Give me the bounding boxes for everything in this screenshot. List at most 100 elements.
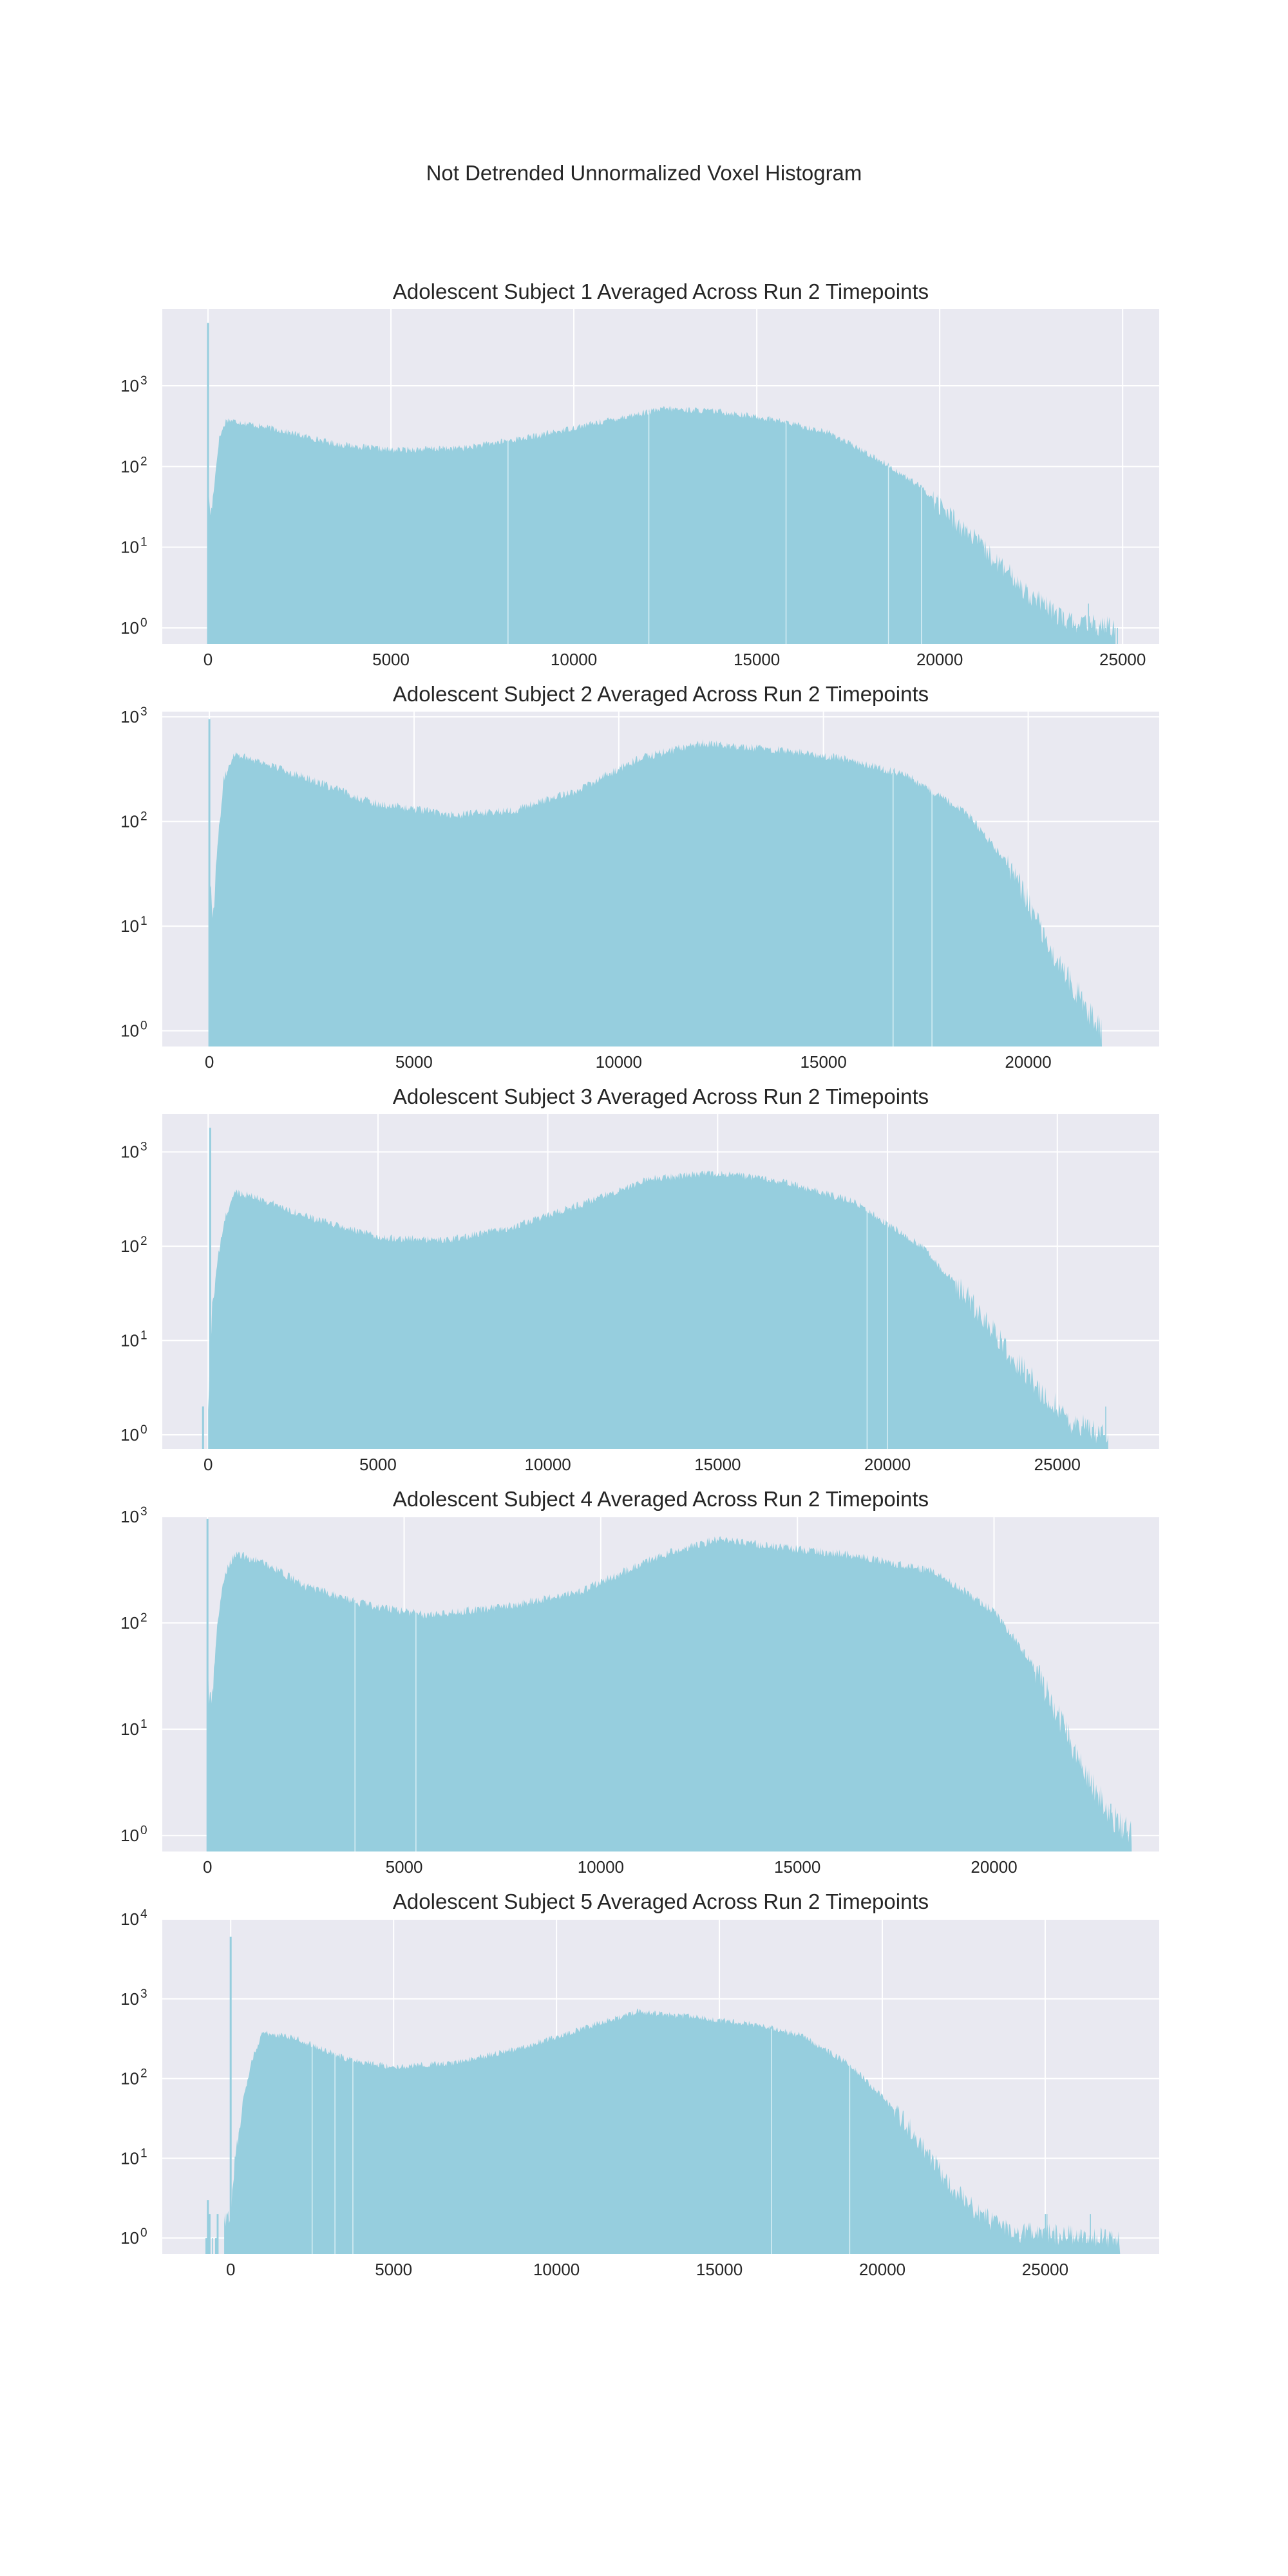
x-tick-label: 5000 bbox=[372, 650, 410, 669]
y-tick-exponent: 2 bbox=[140, 1611, 147, 1625]
histogram-bar bbox=[1063, 1030, 1065, 1046]
histogram-bar bbox=[1081, 1435, 1083, 1449]
histogram-tail-bars bbox=[205, 2214, 219, 2254]
y-tick-exponent: 1 bbox=[140, 1329, 147, 1343]
histogram-bar bbox=[216, 2214, 218, 2254]
x-tick-label: 10000 bbox=[596, 1052, 642, 1072]
y-tick-base: 10 bbox=[120, 2069, 139, 2088]
y-tick-exponent: 3 bbox=[140, 1141, 147, 1154]
y-tick-exponent: 4 bbox=[140, 1908, 147, 1921]
y-tick-label: 10 0 bbox=[120, 1019, 147, 1041]
histogram-bar bbox=[958, 2238, 959, 2254]
y-tick-base: 10 bbox=[120, 1909, 139, 1929]
y-tick-label: 10 0 bbox=[120, 1824, 147, 1845]
histogram-bar bbox=[1113, 627, 1114, 644]
x-tick-label: 5000 bbox=[359, 1455, 397, 1474]
histogram-bar bbox=[1046, 2214, 1048, 2254]
histogram-bar bbox=[1086, 1030, 1087, 1046]
y-tick-label: 10 2 bbox=[120, 2067, 147, 2088]
histogram-bar bbox=[1117, 627, 1118, 644]
y-tick-label: 10 3 bbox=[120, 705, 147, 726]
histogram-bar bbox=[1105, 1406, 1106, 1449]
y-tick-label: 10 2 bbox=[120, 455, 147, 476]
histogram-tail-bars bbox=[1034, 603, 1118, 644]
y-tick-base: 10 bbox=[120, 1989, 139, 2009]
y-tick-label: 10 0 bbox=[120, 1423, 147, 1444]
x-tick-label: 10000 bbox=[551, 650, 597, 669]
x-tick-label: 20000 bbox=[916, 650, 963, 669]
y-tick-base: 10 bbox=[120, 1425, 139, 1444]
y-tick-exponent: 1 bbox=[140, 536, 147, 549]
y-tick-label: 10 0 bbox=[120, 616, 147, 638]
histogram-bar bbox=[1060, 2238, 1061, 2254]
y-tick-exponent: 0 bbox=[140, 1423, 147, 1437]
histogram-bar bbox=[1082, 627, 1084, 644]
histogram-bar bbox=[1104, 627, 1106, 644]
y-tick-label: 10 2 bbox=[120, 1611, 147, 1633]
y-tick-exponent: 2 bbox=[140, 1235, 147, 1248]
histogram-bar bbox=[1034, 627, 1036, 644]
y-tick-label: 10 1 bbox=[120, 2146, 147, 2168]
y-tick-base: 10 bbox=[120, 916, 139, 936]
x-tick-label: 25000 bbox=[1099, 650, 1146, 669]
subplot-1: Adolescent Subject 1 Averaged Across Run… bbox=[120, 279, 1159, 669]
y-tick-base: 10 bbox=[120, 457, 139, 476]
histogram-bar bbox=[1081, 2238, 1083, 2254]
histogram-bar bbox=[1050, 1435, 1052, 1449]
histogram-spike bbox=[229, 1937, 232, 2254]
x-tick-label: 5000 bbox=[375, 2260, 412, 2279]
x-tick-label: 20000 bbox=[1005, 1052, 1051, 1072]
y-tick-base: 10 bbox=[120, 1142, 139, 1162]
histogram-bar bbox=[1091, 627, 1092, 644]
histogram-bar bbox=[212, 2238, 213, 2254]
histogram-bar bbox=[1076, 1030, 1077, 1046]
histogram-spike bbox=[207, 323, 209, 644]
histogram-bar bbox=[1090, 2214, 1091, 2254]
y-tick-label: 10 0 bbox=[120, 2226, 147, 2248]
subplot-title: Adolescent Subject 2 Averaged Across Run… bbox=[393, 682, 929, 706]
x-tick-label: 20000 bbox=[864, 1455, 911, 1474]
histogram-bar bbox=[1114, 627, 1116, 644]
y-tick-label: 10 3 bbox=[120, 1141, 147, 1162]
y-tick-base: 10 bbox=[120, 812, 139, 831]
histogram-tail-bars bbox=[1080, 1803, 1130, 1852]
histogram-bar bbox=[1103, 2238, 1105, 2254]
y-tick-exponent: 0 bbox=[140, 1824, 147, 1837]
y-tick-base: 10 bbox=[120, 1021, 139, 1041]
subplot-title: Adolescent Subject 4 Averaged Across Run… bbox=[393, 1487, 929, 1511]
y-tick-base: 10 bbox=[120, 707, 139, 726]
y-tick-label: 10 1 bbox=[120, 1718, 147, 1739]
histogram-spike bbox=[206, 1519, 209, 1852]
x-tick-label: 15000 bbox=[774, 1857, 820, 1877]
subplot-4: Adolescent Subject 4 Averaged Across Run… bbox=[120, 1487, 1159, 1877]
y-tick-base: 10 bbox=[120, 618, 139, 638]
subplot-title: Adolescent Subject 3 Averaged Across Run… bbox=[393, 1084, 929, 1108]
x-tick-label: 15000 bbox=[734, 650, 780, 669]
histogram-bar bbox=[1053, 1435, 1054, 1449]
y-tick-exponent: 1 bbox=[140, 914, 147, 928]
x-tick-label: 0 bbox=[205, 1052, 214, 1072]
y-tick-base: 10 bbox=[120, 538, 139, 557]
y-tick-label: 10 3 bbox=[120, 374, 147, 395]
x-tick-label: 5000 bbox=[395, 1052, 433, 1072]
subplot-5: Adolescent Subject 5 Averaged Across Run… bbox=[120, 1889, 1159, 2279]
x-tick-label: 15000 bbox=[800, 1052, 847, 1072]
y-tick-base: 10 bbox=[120, 1236, 139, 1256]
x-tick-label: 0 bbox=[204, 1455, 213, 1474]
x-tick-label: 0 bbox=[226, 2260, 235, 2279]
histogram-spike bbox=[202, 1406, 204, 1449]
y-tick-label: 10 2 bbox=[120, 1235, 147, 1256]
y-tick-label: 10 2 bbox=[120, 810, 147, 831]
y-tick-base: 10 bbox=[120, 1613, 139, 1633]
y-tick-label: 10 3 bbox=[120, 1505, 147, 1526]
y-tick-label: 10 1 bbox=[120, 536, 147, 557]
histogram-bar bbox=[988, 2238, 990, 2254]
subplot-3: Adolescent Subject 3 Averaged Across Run… bbox=[120, 1084, 1159, 1474]
y-tick-base: 10 bbox=[120, 1331, 139, 1350]
x-tick-label: 0 bbox=[203, 1857, 212, 1877]
histogram-bar bbox=[209, 2214, 211, 2254]
histogram-bar bbox=[206, 2238, 207, 2254]
y-tick-exponent: 1 bbox=[140, 1718, 147, 1731]
histogram-bar bbox=[1072, 627, 1073, 644]
histogram-bars bbox=[207, 1536, 1132, 1852]
